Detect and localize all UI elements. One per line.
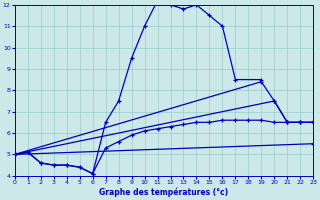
X-axis label: Graphe des températures (°c): Graphe des températures (°c) [100, 188, 228, 197]
